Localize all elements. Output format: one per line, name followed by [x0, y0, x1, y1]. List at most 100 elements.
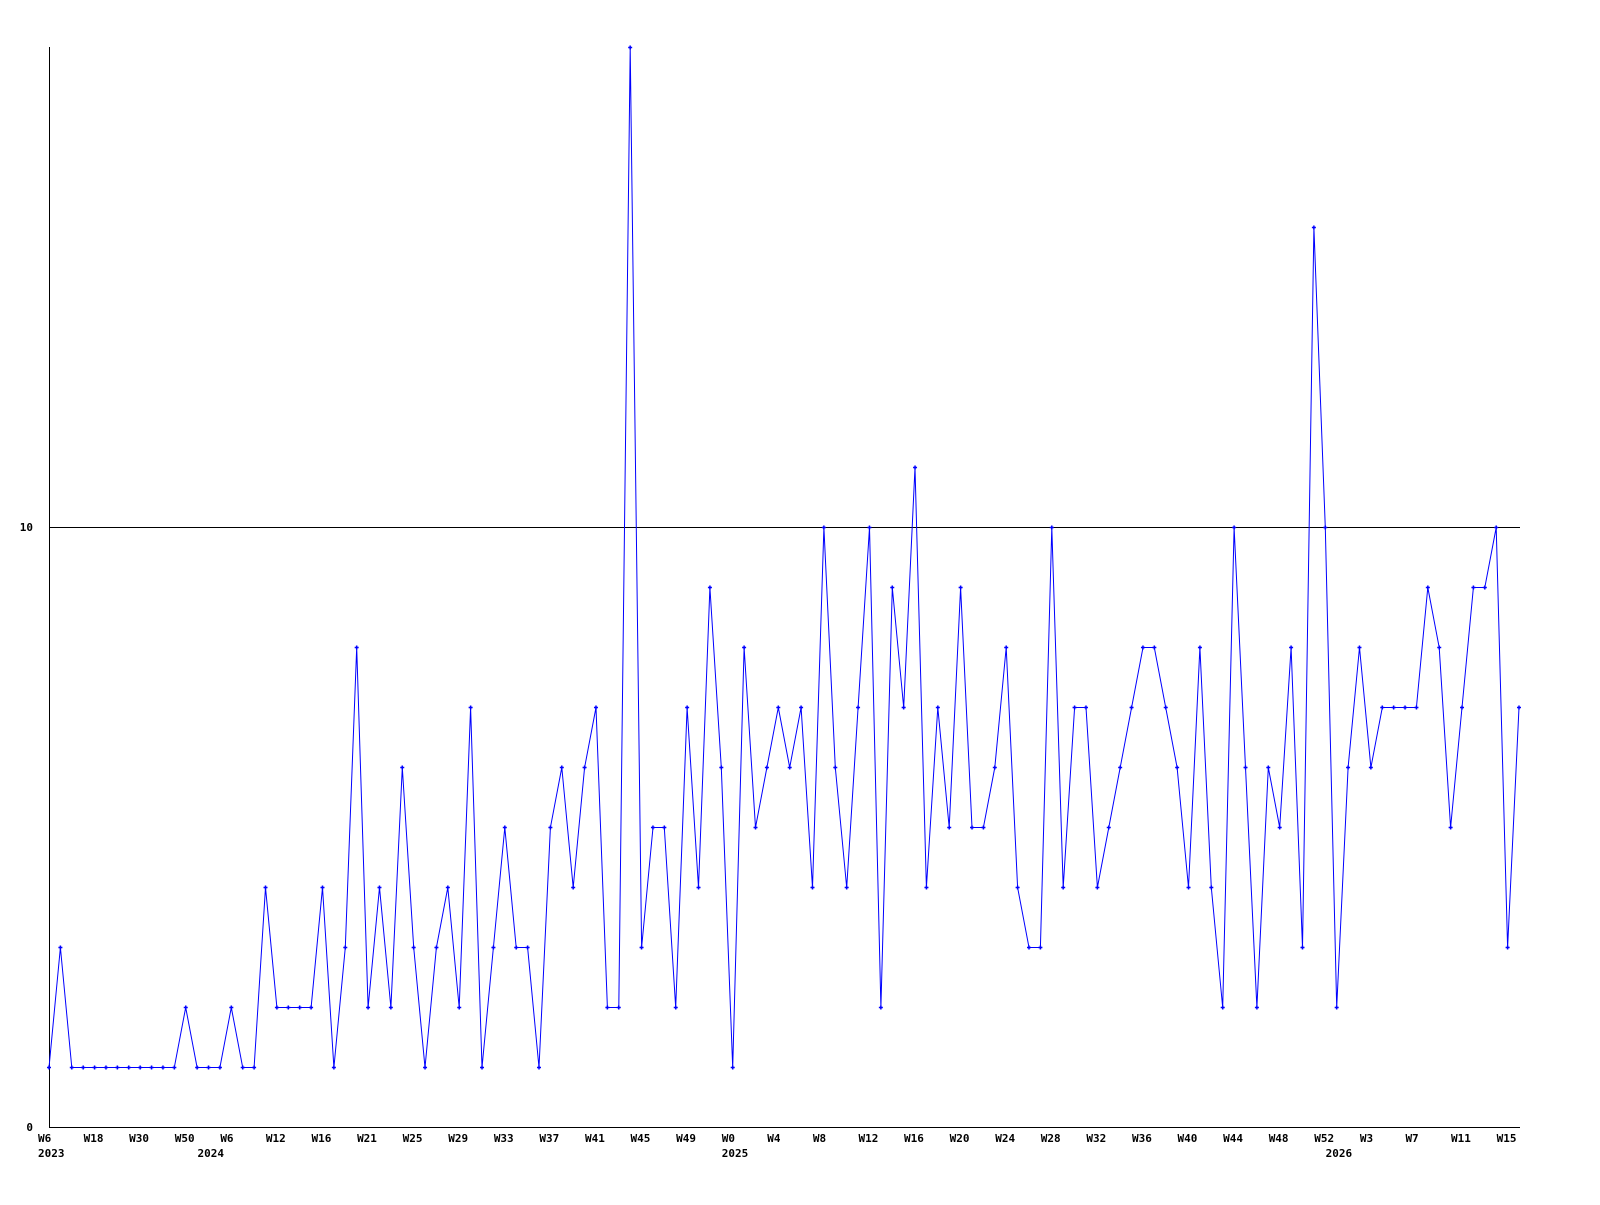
data-point: [856, 705, 861, 710]
data-point: [331, 1065, 336, 1070]
x-tick-label: W45: [631, 1132, 651, 1145]
x-tick-label: W8: [813, 1132, 826, 1145]
data-point: [1186, 885, 1191, 890]
data-point: [1061, 885, 1066, 890]
data-point: [229, 1005, 234, 1010]
data-point: [47, 1065, 51, 1070]
data-point: [69, 1065, 74, 1070]
data-point: [799, 705, 804, 710]
data-point: [947, 825, 952, 830]
data-point: [548, 825, 553, 830]
data-point: [1095, 885, 1100, 890]
x-tick-label: W16: [311, 1132, 331, 1145]
data-point: [1403, 705, 1408, 710]
data-point: [559, 765, 564, 770]
data-points: [47, 45, 1521, 1070]
data-point: [1482, 585, 1487, 590]
x-tick-label: W0: [722, 1132, 735, 1145]
x-tick-label: W25: [403, 1132, 423, 1145]
x-tick-label: W33: [494, 1132, 514, 1145]
data-point: [776, 705, 781, 710]
data-point: [1414, 705, 1419, 710]
x-tick-label: W52: [1314, 1132, 1334, 1145]
data-point: [377, 885, 382, 890]
data-point: [582, 765, 587, 770]
x-tick-label: W7: [1405, 1132, 1418, 1145]
data-point: [206, 1065, 211, 1070]
series-line: [48, 47, 1520, 1068]
y-tick-label: 10: [20, 521, 33, 534]
data-point: [1015, 885, 1020, 890]
data-point: [833, 765, 838, 770]
data-point: [924, 885, 929, 890]
data-point: [821, 525, 826, 530]
data-point: [719, 765, 724, 770]
data-point: [502, 825, 507, 830]
data-point: [366, 1005, 371, 1010]
data-point: [707, 585, 712, 590]
data-point: [400, 765, 405, 770]
data-point: [343, 945, 348, 950]
year-label: 2024: [198, 1147, 225, 1160]
data-point: [514, 945, 519, 950]
data-point: [685, 705, 690, 710]
data-point: [628, 45, 633, 50]
data-point: [126, 1065, 131, 1070]
data-point: [571, 885, 576, 890]
x-tick-label: W37: [539, 1132, 559, 1145]
data-point: [195, 1065, 200, 1070]
data-point: [1175, 765, 1180, 770]
data-point: [673, 1005, 678, 1010]
x-tick-label: W6: [38, 1132, 52, 1145]
x-tick-label: W6: [220, 1132, 234, 1145]
data-point: [92, 1065, 97, 1070]
x-tick-label: W48: [1269, 1132, 1289, 1145]
data-point: [1357, 645, 1362, 650]
data-point: [1163, 705, 1168, 710]
data-point: [650, 825, 655, 830]
x-tick-label: W29: [448, 1132, 468, 1145]
data-point: [1517, 705, 1521, 710]
data-point: [103, 1065, 108, 1070]
data-point: [981, 825, 986, 830]
data-point: [1072, 705, 1077, 710]
data-point: [138, 1065, 143, 1070]
data-point: [1323, 525, 1328, 530]
data-point: [115, 1065, 120, 1070]
data-point: [149, 1065, 154, 1070]
x-tick-label: W12: [266, 1132, 286, 1145]
data-point: [468, 705, 473, 710]
x-tick-label: W4: [767, 1132, 781, 1145]
data-point: [1004, 645, 1009, 650]
data-point: [913, 465, 918, 470]
data-point: [263, 885, 268, 890]
data-point: [537, 1065, 541, 1070]
data-point: [639, 945, 644, 950]
data-point: [1494, 525, 1499, 530]
data-point: [491, 945, 496, 950]
data-point: [286, 1005, 291, 1010]
data-point: [901, 705, 906, 710]
data-point: [616, 1005, 621, 1010]
x-tick-label: W50: [175, 1132, 195, 1145]
data-point: [274, 1005, 279, 1010]
data-point: [1243, 765, 1248, 770]
x-tick-label: W32: [1086, 1132, 1106, 1145]
data-point: [593, 705, 598, 710]
data-point: [1300, 945, 1305, 950]
data-point: [1083, 705, 1088, 710]
data-point: [1049, 525, 1054, 530]
data-point: [1334, 1005, 1339, 1010]
data-point: [935, 705, 940, 710]
x-tick-label: W40: [1178, 1132, 1198, 1145]
data-point: [1232, 525, 1237, 530]
data-point: [354, 645, 359, 650]
x-tick-label: W12: [858, 1132, 878, 1145]
data-point: [810, 885, 815, 890]
data-point: [457, 1005, 462, 1010]
x-tick-label: W15: [1497, 1132, 1517, 1145]
x-tick-label: W16: [904, 1132, 924, 1145]
data-point: [890, 585, 895, 590]
data-point: [764, 765, 769, 770]
data-point: [1471, 585, 1476, 590]
